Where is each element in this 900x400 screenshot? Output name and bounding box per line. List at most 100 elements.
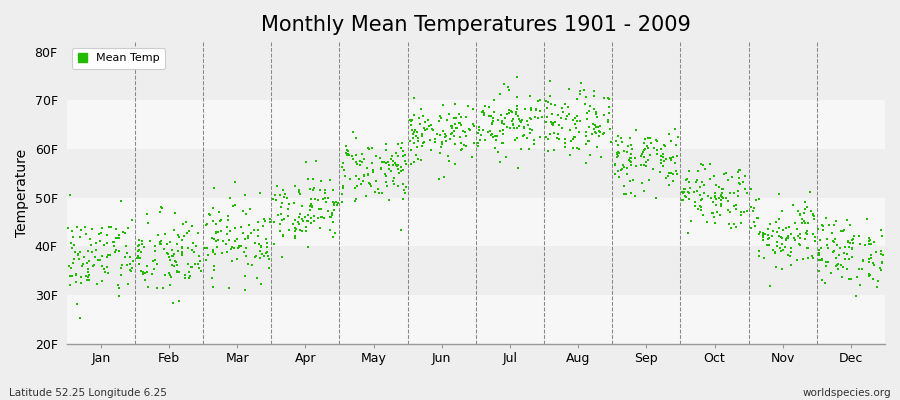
Point xyxy=(478,137,492,143)
Point xyxy=(531,98,545,104)
Point xyxy=(600,117,615,123)
Point xyxy=(697,162,711,168)
Point xyxy=(379,147,393,154)
Point xyxy=(830,242,844,249)
Point xyxy=(706,210,721,216)
Point xyxy=(752,229,767,236)
Y-axis label: Temperature: Temperature xyxy=(15,149,29,237)
Point xyxy=(251,227,266,233)
Point xyxy=(523,126,537,132)
Point xyxy=(625,155,639,161)
Point xyxy=(361,171,375,177)
Point xyxy=(807,215,822,222)
Point xyxy=(654,157,669,164)
Point xyxy=(765,233,779,239)
Point xyxy=(508,136,522,143)
Point xyxy=(543,78,557,84)
Point xyxy=(501,107,516,113)
Point xyxy=(183,273,197,279)
Point xyxy=(568,134,582,140)
Point xyxy=(68,249,82,256)
Point xyxy=(680,189,695,195)
Point xyxy=(318,186,332,193)
Point xyxy=(835,273,850,280)
Point xyxy=(295,203,310,209)
Point xyxy=(289,226,303,232)
Point xyxy=(391,162,405,168)
Point xyxy=(618,191,633,197)
Point xyxy=(389,162,403,168)
Point xyxy=(314,178,328,184)
Bar xyxy=(67,295,885,344)
Point xyxy=(131,255,146,262)
Point xyxy=(442,158,456,164)
Point xyxy=(162,254,176,260)
Point xyxy=(65,227,79,234)
Point xyxy=(658,143,672,149)
Point xyxy=(610,151,625,157)
Point xyxy=(94,238,108,244)
Point xyxy=(700,218,715,225)
Point xyxy=(374,165,388,172)
Point xyxy=(790,256,805,263)
Point xyxy=(831,260,845,267)
Point xyxy=(585,131,599,138)
Point xyxy=(204,235,219,241)
Point xyxy=(827,239,842,245)
Point xyxy=(573,88,588,95)
Point xyxy=(760,242,774,248)
Point xyxy=(706,214,721,221)
Point xyxy=(590,124,605,131)
Point xyxy=(838,244,852,250)
Point xyxy=(729,206,743,212)
Point xyxy=(438,138,453,144)
Point xyxy=(629,127,643,133)
Point xyxy=(91,256,105,263)
Point xyxy=(505,109,519,115)
Point xyxy=(781,252,796,258)
Point xyxy=(650,137,664,144)
Point xyxy=(440,117,454,124)
Point xyxy=(758,231,772,238)
Point xyxy=(357,156,372,162)
Point xyxy=(644,134,658,141)
Point xyxy=(314,214,328,220)
Point xyxy=(274,204,288,210)
Point xyxy=(680,176,694,183)
Point xyxy=(506,116,520,122)
Point xyxy=(712,184,726,190)
Point xyxy=(407,129,421,135)
Point xyxy=(636,140,651,146)
Point xyxy=(710,209,724,215)
Point xyxy=(315,195,329,202)
Point xyxy=(544,119,558,126)
Point xyxy=(774,234,788,240)
Point xyxy=(182,269,196,275)
Point xyxy=(443,136,457,142)
Point xyxy=(368,188,382,195)
Point xyxy=(445,125,459,132)
Point xyxy=(414,157,428,164)
Point xyxy=(504,117,518,124)
Point xyxy=(69,272,84,278)
Point xyxy=(359,193,374,199)
Point xyxy=(200,221,214,228)
Point xyxy=(124,268,139,274)
Point xyxy=(241,233,256,239)
Point xyxy=(571,118,585,124)
Point xyxy=(721,206,735,213)
Point xyxy=(266,219,281,225)
Point xyxy=(862,256,877,262)
Point xyxy=(862,272,877,278)
Point xyxy=(610,149,625,156)
Point xyxy=(404,117,419,124)
Point xyxy=(800,204,814,210)
Point xyxy=(461,103,475,109)
Point xyxy=(734,209,749,216)
Point xyxy=(738,186,752,192)
Point xyxy=(641,157,655,164)
Point xyxy=(545,120,560,127)
Point xyxy=(158,230,172,237)
Point xyxy=(623,134,637,141)
Point xyxy=(842,244,856,250)
